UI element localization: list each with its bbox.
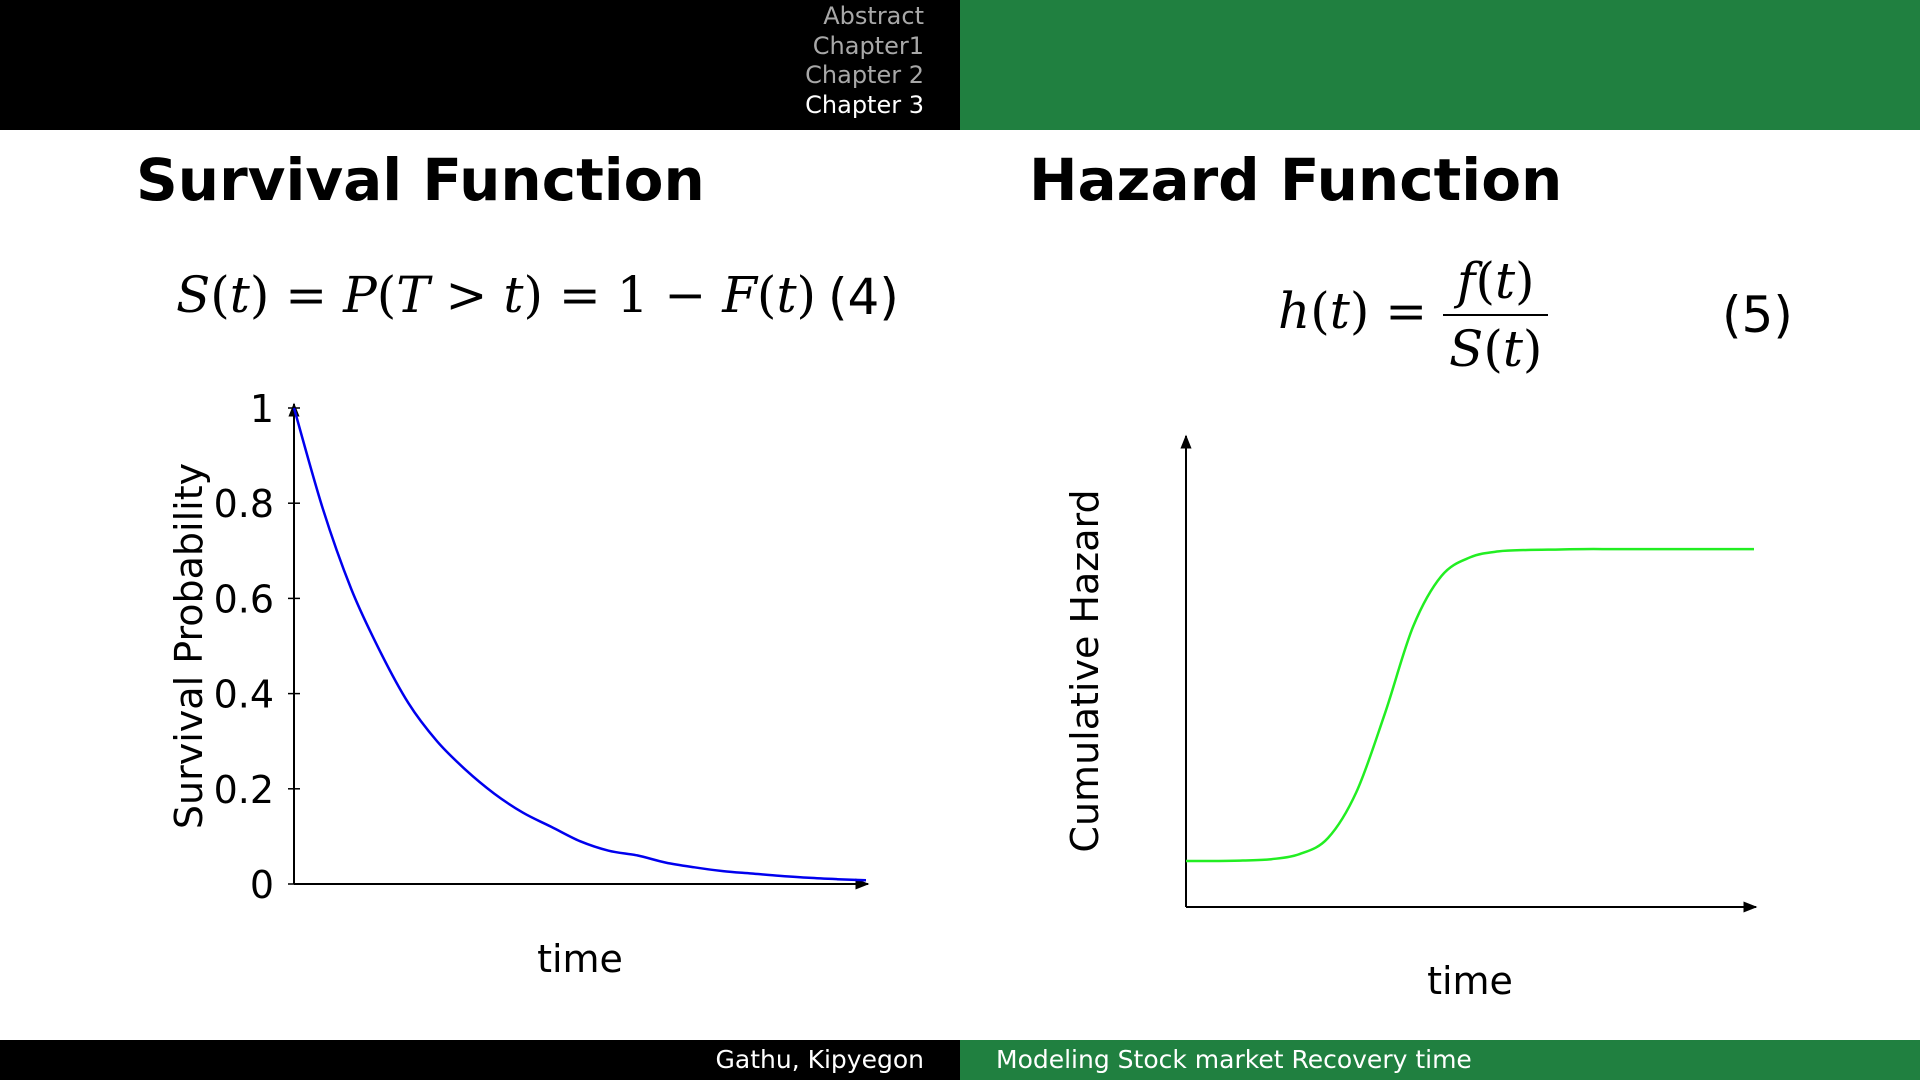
hazard-curve <box>1185 547 1754 863</box>
nav-item-chapter3[interactable]: Chapter 3 <box>805 90 924 119</box>
equation-number-5: (5) <box>1722 286 1793 344</box>
survival-x-axis-label: time <box>537 937 623 981</box>
header-bar-left: Abstract Chapter1 Chapter 2 Chapter 3 <box>0 0 960 130</box>
equation-number-4: (4) <box>828 268 899 326</box>
section-navigation: Abstract Chapter1 Chapter 2 Chapter 3 <box>805 2 924 120</box>
survival-curve <box>292 407 867 882</box>
footer-bar-right: Modeling Stock market Recovery time <box>960 1040 1920 1080</box>
footer-bar-left: Gathu, Kipyegon <box>0 1040 960 1080</box>
hazard-equation: h(t) = f(t) S(t) <box>1278 252 1549 378</box>
nav-item-abstract[interactable]: Abstract <box>823 2 924 30</box>
survival-y-tick-label: 0 <box>250 863 274 907</box>
survival-function-title: Survival Function <box>136 146 705 214</box>
survival-y-tick-label: 0.6 <box>214 577 274 621</box>
footer-authors: Gathu, Kipyegon <box>715 1045 924 1074</box>
footer-presentation-title: Modeling Stock market Recovery time <box>996 1045 1472 1074</box>
hazard-y-axis-label: Cumulative Hazard <box>1063 489 1107 852</box>
hazard-function-title: Hazard Function <box>1029 146 1563 214</box>
header-bar-right <box>960 0 1920 130</box>
hazard-fraction: f(t) S(t) <box>1443 252 1549 378</box>
survival-y-tick-label: 1 <box>250 387 274 431</box>
hazard-x-axis-label: time <box>1427 959 1513 1003</box>
nav-item-chapter2[interactable]: Chapter 2 <box>805 61 924 89</box>
survival-y-tick-label: 0.8 <box>214 482 274 526</box>
nav-item-chapter1[interactable]: Chapter1 <box>812 31 924 60</box>
survival-equation: S(t) = P(T > t) = 1 − F(t) <box>176 266 817 324</box>
survival-y-tick-label: 0.2 <box>214 768 274 812</box>
survival-y-axis-label: Survival Probability <box>167 463 211 829</box>
survival-y-tick-label: 0.4 <box>214 673 274 717</box>
